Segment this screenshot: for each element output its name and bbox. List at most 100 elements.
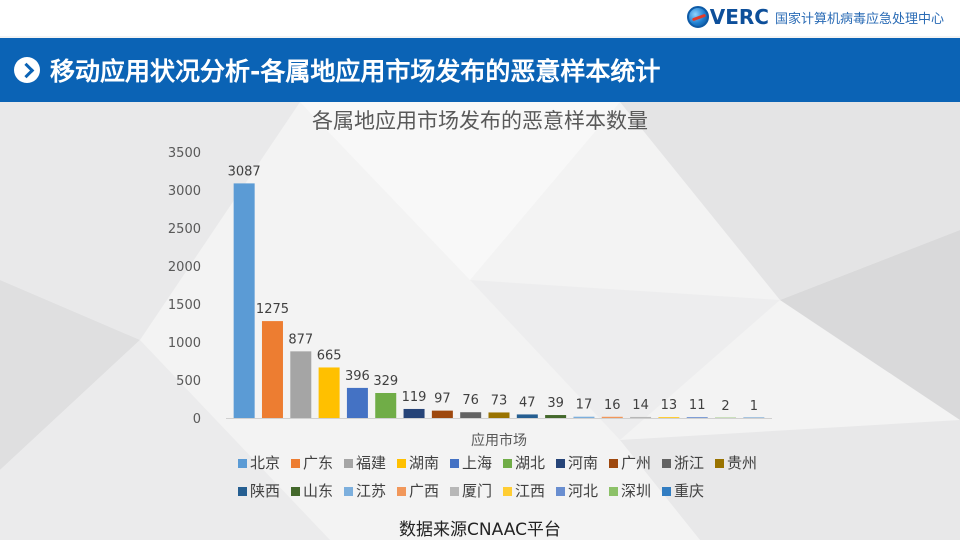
data-label: 1275 xyxy=(256,302,289,317)
legend-swatch xyxy=(291,459,300,468)
legend-item: 江西 xyxy=(503,482,545,500)
data-label: 16 xyxy=(604,398,621,413)
legend-swatch xyxy=(556,459,565,468)
bar-10 xyxy=(488,412,510,418)
y-axis: 0 500 1000 1500 2000 2500 3000 3500 xyxy=(168,146,201,427)
legend-item: 江苏 xyxy=(344,482,386,500)
y-tick-label: 3500 xyxy=(168,146,201,161)
legend-label: 河北 xyxy=(568,482,598,500)
legend-swatch xyxy=(238,487,247,496)
data-label: 329 xyxy=(373,374,398,389)
bar-5 xyxy=(346,387,368,418)
legend-item: 河南 xyxy=(556,454,598,472)
bar-6 xyxy=(375,392,397,418)
bar-4 xyxy=(318,367,340,418)
legend-swatch xyxy=(450,459,459,468)
data-label: 13 xyxy=(661,398,678,413)
bar-17 xyxy=(686,417,708,418)
data-label: 11 xyxy=(689,398,706,413)
bar-15 xyxy=(630,416,652,418)
chevron-right-icon xyxy=(14,57,40,83)
y-tick-label: 500 xyxy=(176,374,201,389)
legend-swatch xyxy=(238,459,247,468)
bar-14 xyxy=(601,416,623,418)
y-tick-label: 1500 xyxy=(168,298,201,313)
legend-label: 江苏 xyxy=(356,482,386,500)
legend-label: 江西 xyxy=(515,482,545,500)
legend-item: 广州 xyxy=(609,454,651,472)
data-label: 2 xyxy=(721,399,729,414)
title-banner: 移动应用状况分析-各属地应用市场发布的恶意样本统计 xyxy=(0,38,960,102)
y-tick-label: 2500 xyxy=(168,222,201,237)
x-axis-label: 应用市场 xyxy=(471,432,527,449)
bar-13 xyxy=(573,416,595,418)
legend-label: 上海 xyxy=(462,454,492,472)
legend-swatch xyxy=(662,487,671,496)
legend-item: 北京 xyxy=(238,454,280,472)
data-label: 877 xyxy=(288,332,313,347)
data-label: 119 xyxy=(402,390,427,405)
legend-swatch xyxy=(291,487,300,496)
legend-label: 贵州 xyxy=(727,454,757,472)
legend-label: 福建 xyxy=(356,454,386,472)
legend-label: 广州 xyxy=(621,454,651,472)
y-tick-label: 3000 xyxy=(168,184,201,199)
legend-swatch xyxy=(609,459,618,468)
legend-swatch xyxy=(662,459,671,468)
data-label: 3087 xyxy=(228,164,261,179)
data-label: 76 xyxy=(462,393,479,408)
bars xyxy=(233,183,765,418)
y-tick-label: 1000 xyxy=(168,336,201,351)
data-label: 396 xyxy=(345,369,370,384)
cverc-logo: VERC 国家计算机病毒应急处理中心 xyxy=(686,2,944,32)
bar-3 xyxy=(290,351,312,418)
data-label: 14 xyxy=(632,398,649,413)
legend-swatch xyxy=(397,487,406,496)
data-label: 73 xyxy=(491,393,508,408)
legend-item: 湖南 xyxy=(397,454,439,472)
data-label: 17 xyxy=(576,398,593,413)
legend-item: 河北 xyxy=(556,482,598,500)
legend-item: 广西 xyxy=(397,482,439,500)
globe-icon xyxy=(686,6,709,28)
legend-item: 陕西 xyxy=(238,482,280,500)
legend-swatch xyxy=(503,459,512,468)
legend-item: 贵州 xyxy=(715,454,757,472)
legend-item: 上海 xyxy=(450,454,492,472)
legend-swatch xyxy=(397,459,406,468)
y-tick-label: 0 xyxy=(193,412,201,427)
legend-label: 厦门 xyxy=(462,482,492,500)
legend-swatch xyxy=(450,487,459,496)
legend-label: 河南 xyxy=(568,454,598,472)
legend-item: 重庆 xyxy=(662,482,704,500)
legend-swatch xyxy=(556,487,565,496)
legend-swatch xyxy=(344,459,353,468)
legend-label: 广西 xyxy=(409,482,439,500)
bar-11 xyxy=(516,414,538,418)
legend-label: 广东 xyxy=(303,454,333,472)
legend-swatch xyxy=(344,487,353,496)
legend-label: 湖北 xyxy=(515,454,545,472)
bar-chart: 各属地应用市场发布的恶意样本数量 0 500 1000 1500 2000 2500 300… xyxy=(168,109,772,500)
legend-label: 陕西 xyxy=(250,482,280,500)
legend-label: 山东 xyxy=(303,482,333,500)
data-label: 47 xyxy=(519,395,536,410)
legend-label: 浙江 xyxy=(674,454,704,472)
data-label: 1 xyxy=(750,399,758,414)
legend-label: 深圳 xyxy=(621,482,651,500)
legend-item: 广东 xyxy=(291,454,333,472)
legend-item: 福建 xyxy=(344,454,386,472)
legend-swatch xyxy=(503,487,512,496)
legend-item: 浙江 xyxy=(662,454,704,472)
bar-12 xyxy=(545,415,567,418)
legend-label: 北京 xyxy=(250,454,280,472)
legend-swatch xyxy=(609,487,618,496)
org-name: 国家计算机病毒应急处理中心 xyxy=(774,11,944,27)
data-label: 665 xyxy=(317,348,342,363)
y-tick-label: 2000 xyxy=(168,260,201,275)
bar-7 xyxy=(403,408,425,418)
legend-label: 湖南 xyxy=(409,454,439,472)
bar-16 xyxy=(658,417,680,418)
legend-swatch xyxy=(715,459,724,468)
